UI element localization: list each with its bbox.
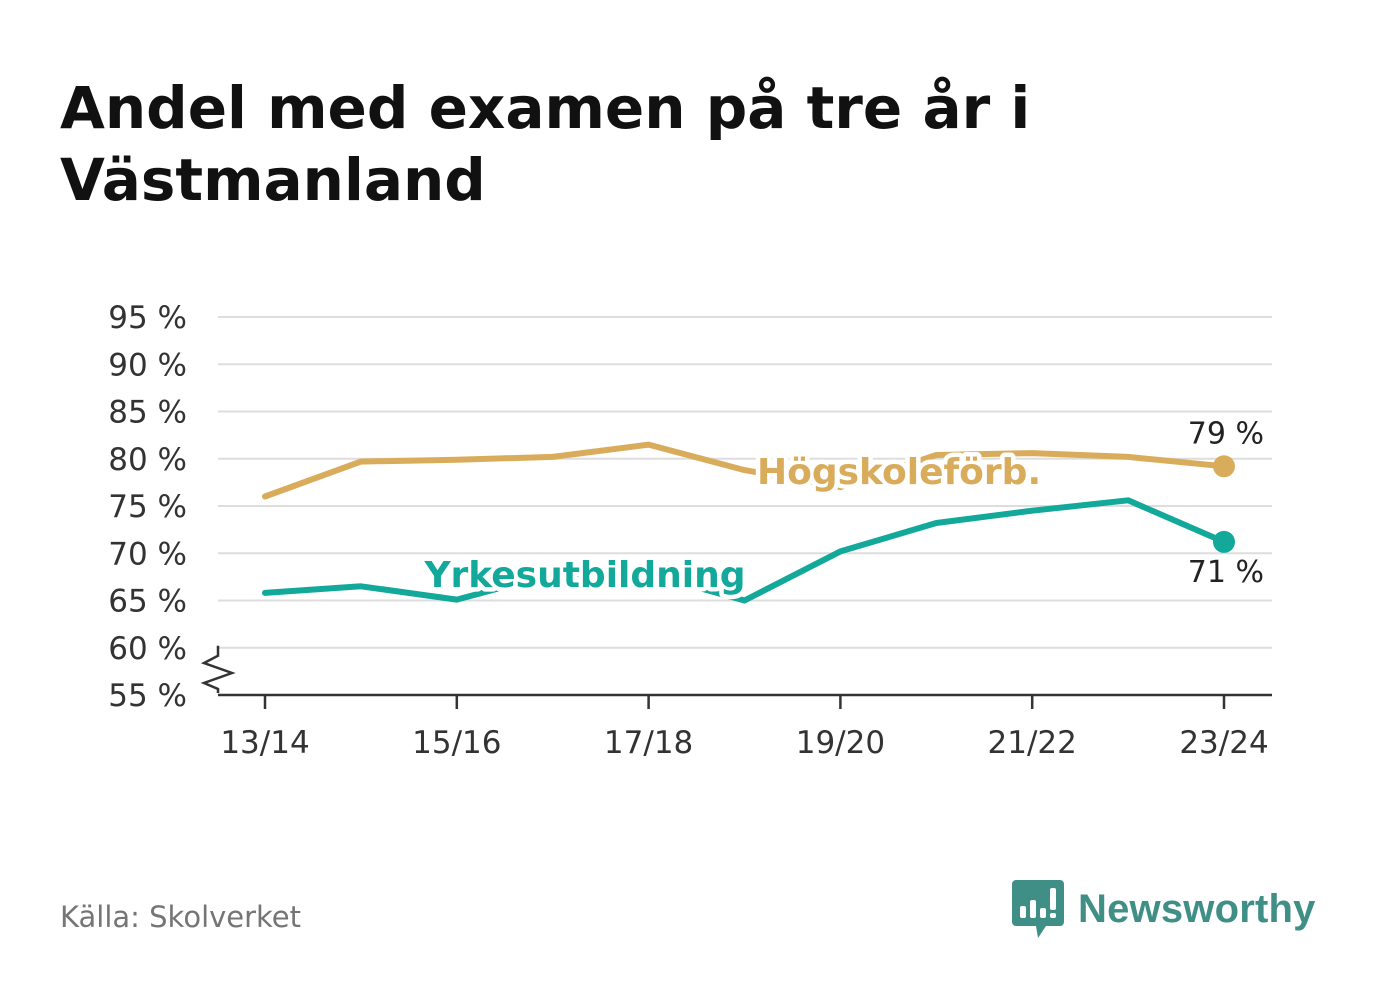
y-axis-ticks: 55 % 60 % 65 % 70 % 75 % 80 % 85 % 90 % 95 % (108, 300, 187, 714)
y-tick-label: 55 % (108, 678, 187, 714)
x-tick-label: 23/24 (1179, 725, 1268, 761)
y-tick-label: 60 % (108, 631, 187, 667)
brand-name: Newsworthy (1078, 886, 1316, 931)
y-tick-label: 95 % (108, 300, 187, 336)
y-tick-label: 80 % (108, 442, 187, 478)
series-end-label: 79 % (1188, 416, 1264, 451)
series-label: Högskoleförb. (757, 452, 1041, 493)
x-tick-label: 13/14 (220, 725, 309, 761)
series-line (262, 441, 1227, 500)
series-labels: Högskoleförb. Yrkesutbildning (419, 448, 1046, 601)
brand-logo: Newsworthy (1012, 878, 1316, 940)
x-tick-label: 19/20 (796, 725, 885, 761)
y-tick-label: 75 % (108, 489, 187, 525)
y-tick-label: 65 % (108, 584, 187, 620)
y-tick-label: 85 % (108, 395, 187, 431)
y-tick-label: 90 % (108, 347, 187, 383)
series-end-label: 71 % (1188, 555, 1264, 590)
axis-break-icon (200, 645, 236, 693)
x-axis-ticks: 13/14 15/16 17/18 19/20 21/22 23/24 (220, 695, 1269, 761)
series-label: Yrkesutbildning (423, 555, 745, 596)
x-tick-label: 17/18 (604, 725, 693, 761)
series-line (262, 497, 1227, 604)
series-lines (262, 441, 1227, 604)
series-endpoints: 79 % 71 % (1188, 416, 1264, 590)
chart-title: Andel med examen på tre år i Västmanland (60, 74, 1031, 214)
y-tick-label: 70 % (108, 536, 187, 572)
series-endpoint (1213, 455, 1235, 478)
x-tick-label: 21/22 (988, 725, 1077, 761)
source-note: Källa: Skolverket (60, 900, 302, 934)
bar-chart-speech-bubble-icon (1012, 880, 1064, 938)
x-tick-label: 15/16 (412, 725, 501, 761)
series-endpoint (1213, 530, 1235, 553)
